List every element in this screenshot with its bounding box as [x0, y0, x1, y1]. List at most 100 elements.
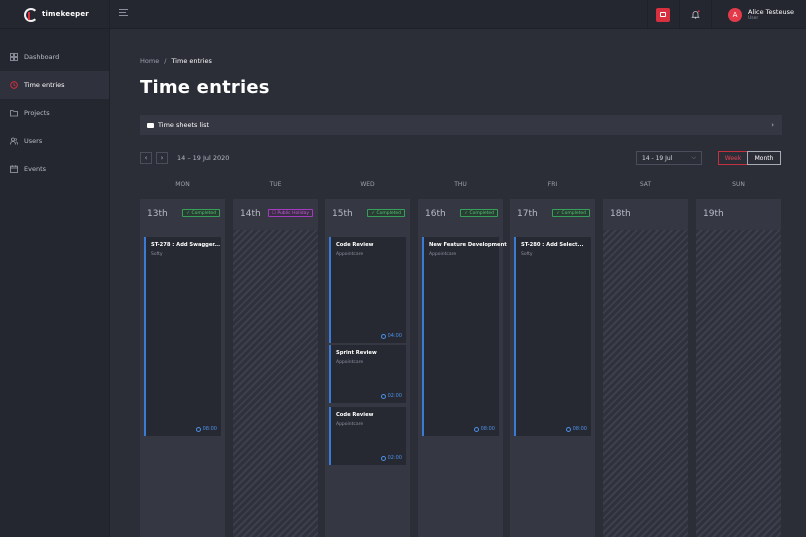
sidebar-item-time-entries[interactable]: Time entries: [0, 71, 109, 99]
week-select-value: 14 - 19 Jul: [642, 154, 673, 162]
folder-icon: [147, 122, 154, 128]
day-date: 17th: [517, 209, 538, 219]
day-header: MON: [175, 181, 190, 188]
week-select[interactable]: 14 - 19 Jul ⌵: [636, 151, 702, 165]
day-header: SAT: [639, 181, 652, 188]
app-logo[interactable]: timekeeper: [0, 0, 109, 29]
sidebar-item-users[interactable]: Users: [0, 127, 109, 155]
non-working-day-pattern: [603, 230, 688, 537]
menu-toggle-icon[interactable]: [119, 9, 128, 18]
previous-week-button[interactable]: ‹: [140, 152, 152, 164]
folder-icon: [10, 109, 18, 117]
time-entry-card[interactable]: Sprint Review Appointcare 02:00: [329, 345, 406, 403]
time-entry-card[interactable]: Code Review Appointcare 04:00: [329, 237, 406, 343]
time-entry-duration-value: 08:00: [202, 426, 217, 432]
week-range-label: 14 – 19 Jul 2020: [177, 154, 230, 162]
day-column[interactable]: 19th: [696, 199, 781, 537]
sidebar: timekeeper Dashboard Time entries Projec…: [0, 0, 110, 537]
time-entry-title: Code Review: [336, 242, 374, 248]
clock-icon: [380, 455, 386, 461]
week-controls: ‹ › 14 – 19 Jul 2020 14 - 19 Jul ⌵ Week …: [140, 151, 782, 166]
public-holiday-badge: ☐ Public Holiday: [267, 209, 313, 217]
time-entry-card[interactable]: ST-278 : Add Swagger... Softy 08:00: [144, 237, 221, 436]
top-actions: A Alice Testeuse User: [646, 0, 806, 29]
day-date: 19th: [703, 209, 724, 219]
time-entry-duration: 08:00: [195, 426, 217, 432]
time-entry-project: Appointcare: [336, 422, 364, 427]
clock-icon: [473, 426, 479, 432]
day-date: 14th: [240, 209, 261, 219]
time-entry-card[interactable]: ST-280 : Add Select... Softy 08:00: [514, 237, 591, 436]
time-entry-card[interactable]: Code Review Appointcare 02:00: [329, 407, 406, 465]
record-button[interactable]: [646, 0, 679, 29]
calendar-icon: [10, 165, 18, 173]
completed-badge: ✓ Completed: [367, 209, 405, 217]
completed-badge: ✓ Completed: [460, 209, 498, 217]
time-entry-title: ST-278 : Add Swagger...: [151, 242, 221, 248]
user-menu[interactable]: A Alice Testeuse User: [710, 0, 806, 29]
time-entry-duration: 08:00: [473, 426, 495, 432]
clock-icon: [10, 81, 18, 89]
non-working-day-pattern: [696, 230, 781, 537]
sidebar-item-events[interactable]: Events: [0, 155, 109, 183]
users-icon: [10, 137, 18, 145]
time-entry-title: Code Review: [336, 412, 374, 418]
day-header: TUE: [269, 181, 282, 188]
sidebar-item-label: Dashboard: [24, 53, 60, 61]
day-column[interactable]: 16th ✓ Completed New Feature Development Ap…: [418, 199, 507, 537]
screen-record-icon: [656, 7, 671, 22]
time-entry-project: Softy: [521, 252, 533, 257]
breadcrumb-separator: /: [164, 57, 167, 65]
day-header: SUN: [732, 181, 745, 188]
day-column[interactable]: 18th: [603, 199, 688, 537]
clock-icon: [380, 393, 386, 399]
time-entry-duration-value: 02:00: [387, 455, 402, 461]
completed-badge: ✓ Completed: [182, 209, 220, 217]
sidebar-item-label: Users: [24, 137, 43, 145]
day-column[interactable]: 15th ✓ Completed Code Review Appointcare 04:…: [325, 199, 410, 537]
time-entry-card[interactable]: New Feature Development Appointcare 08:00: [422, 237, 507, 436]
day-date: 18th: [610, 209, 631, 219]
clock-icon: [565, 426, 571, 432]
time-entry-duration-value: 04:00: [387, 333, 402, 339]
time-entry-duration-value: 02:00: [387, 393, 402, 399]
time-entry-duration-value: 08:00: [572, 426, 587, 432]
top-bar: A Alice Testeuse User: [110, 0, 806, 29]
bell-icon: [691, 10, 700, 19]
time-entry-project: Appointcare: [429, 252, 457, 257]
time-sheets-list-label: Time sheets list: [158, 121, 210, 129]
user-name: Alice Testeuse: [747, 8, 794, 16]
day-date: 13th: [147, 209, 168, 219]
day-column[interactable]: 13th ✓ Completed ST-278 : Add Swagger... So…: [140, 199, 225, 537]
sidebar-item-projects[interactable]: Projects: [0, 99, 109, 127]
week-view-button[interactable]: Week: [718, 151, 748, 165]
breadcrumb-current: Time entries: [171, 57, 212, 65]
time-entry-project: Softy: [151, 252, 163, 257]
sidebar-item-label: Projects: [24, 109, 50, 117]
time-entry-title: ST-280 : Add Select...: [521, 242, 584, 248]
time-sheets-list-panel[interactable]: Time sheets list ›: [140, 115, 782, 135]
timekeeper-logo-icon: [24, 8, 38, 22]
day-date: 16th: [425, 209, 446, 219]
month-view-button[interactable]: Month: [747, 151, 781, 165]
time-entry-duration-value: 08:00: [480, 426, 495, 432]
day-date: 15th: [332, 209, 353, 219]
avatar: A: [727, 7, 742, 22]
day-header: THU: [454, 181, 467, 188]
time-entry-title: Sprint Review: [336, 350, 377, 356]
day-header: WED: [360, 181, 375, 188]
non-working-day-pattern: [233, 230, 318, 537]
time-entry-duration: 08:00: [565, 426, 587, 432]
day-column[interactable]: 17th ✓ Completed ST-280 : Add Select... Sof…: [510, 199, 595, 537]
time-entry-duration: 02:00: [380, 393, 402, 399]
time-entry-duration: 04:00: [380, 333, 402, 339]
clock-icon: [380, 333, 386, 339]
chevron-right-icon: ›: [771, 121, 774, 129]
day-column[interactable]: 14th ☐ Public Holiday: [233, 199, 318, 537]
notifications-button[interactable]: [678, 0, 711, 29]
time-entry-project: Appointcare: [336, 252, 364, 257]
breadcrumb-home[interactable]: Home: [140, 57, 160, 65]
sidebar-item-dashboard[interactable]: Dashboard: [0, 43, 109, 71]
next-week-button[interactable]: ›: [156, 152, 168, 164]
time-entry-duration: 02:00: [380, 455, 402, 461]
